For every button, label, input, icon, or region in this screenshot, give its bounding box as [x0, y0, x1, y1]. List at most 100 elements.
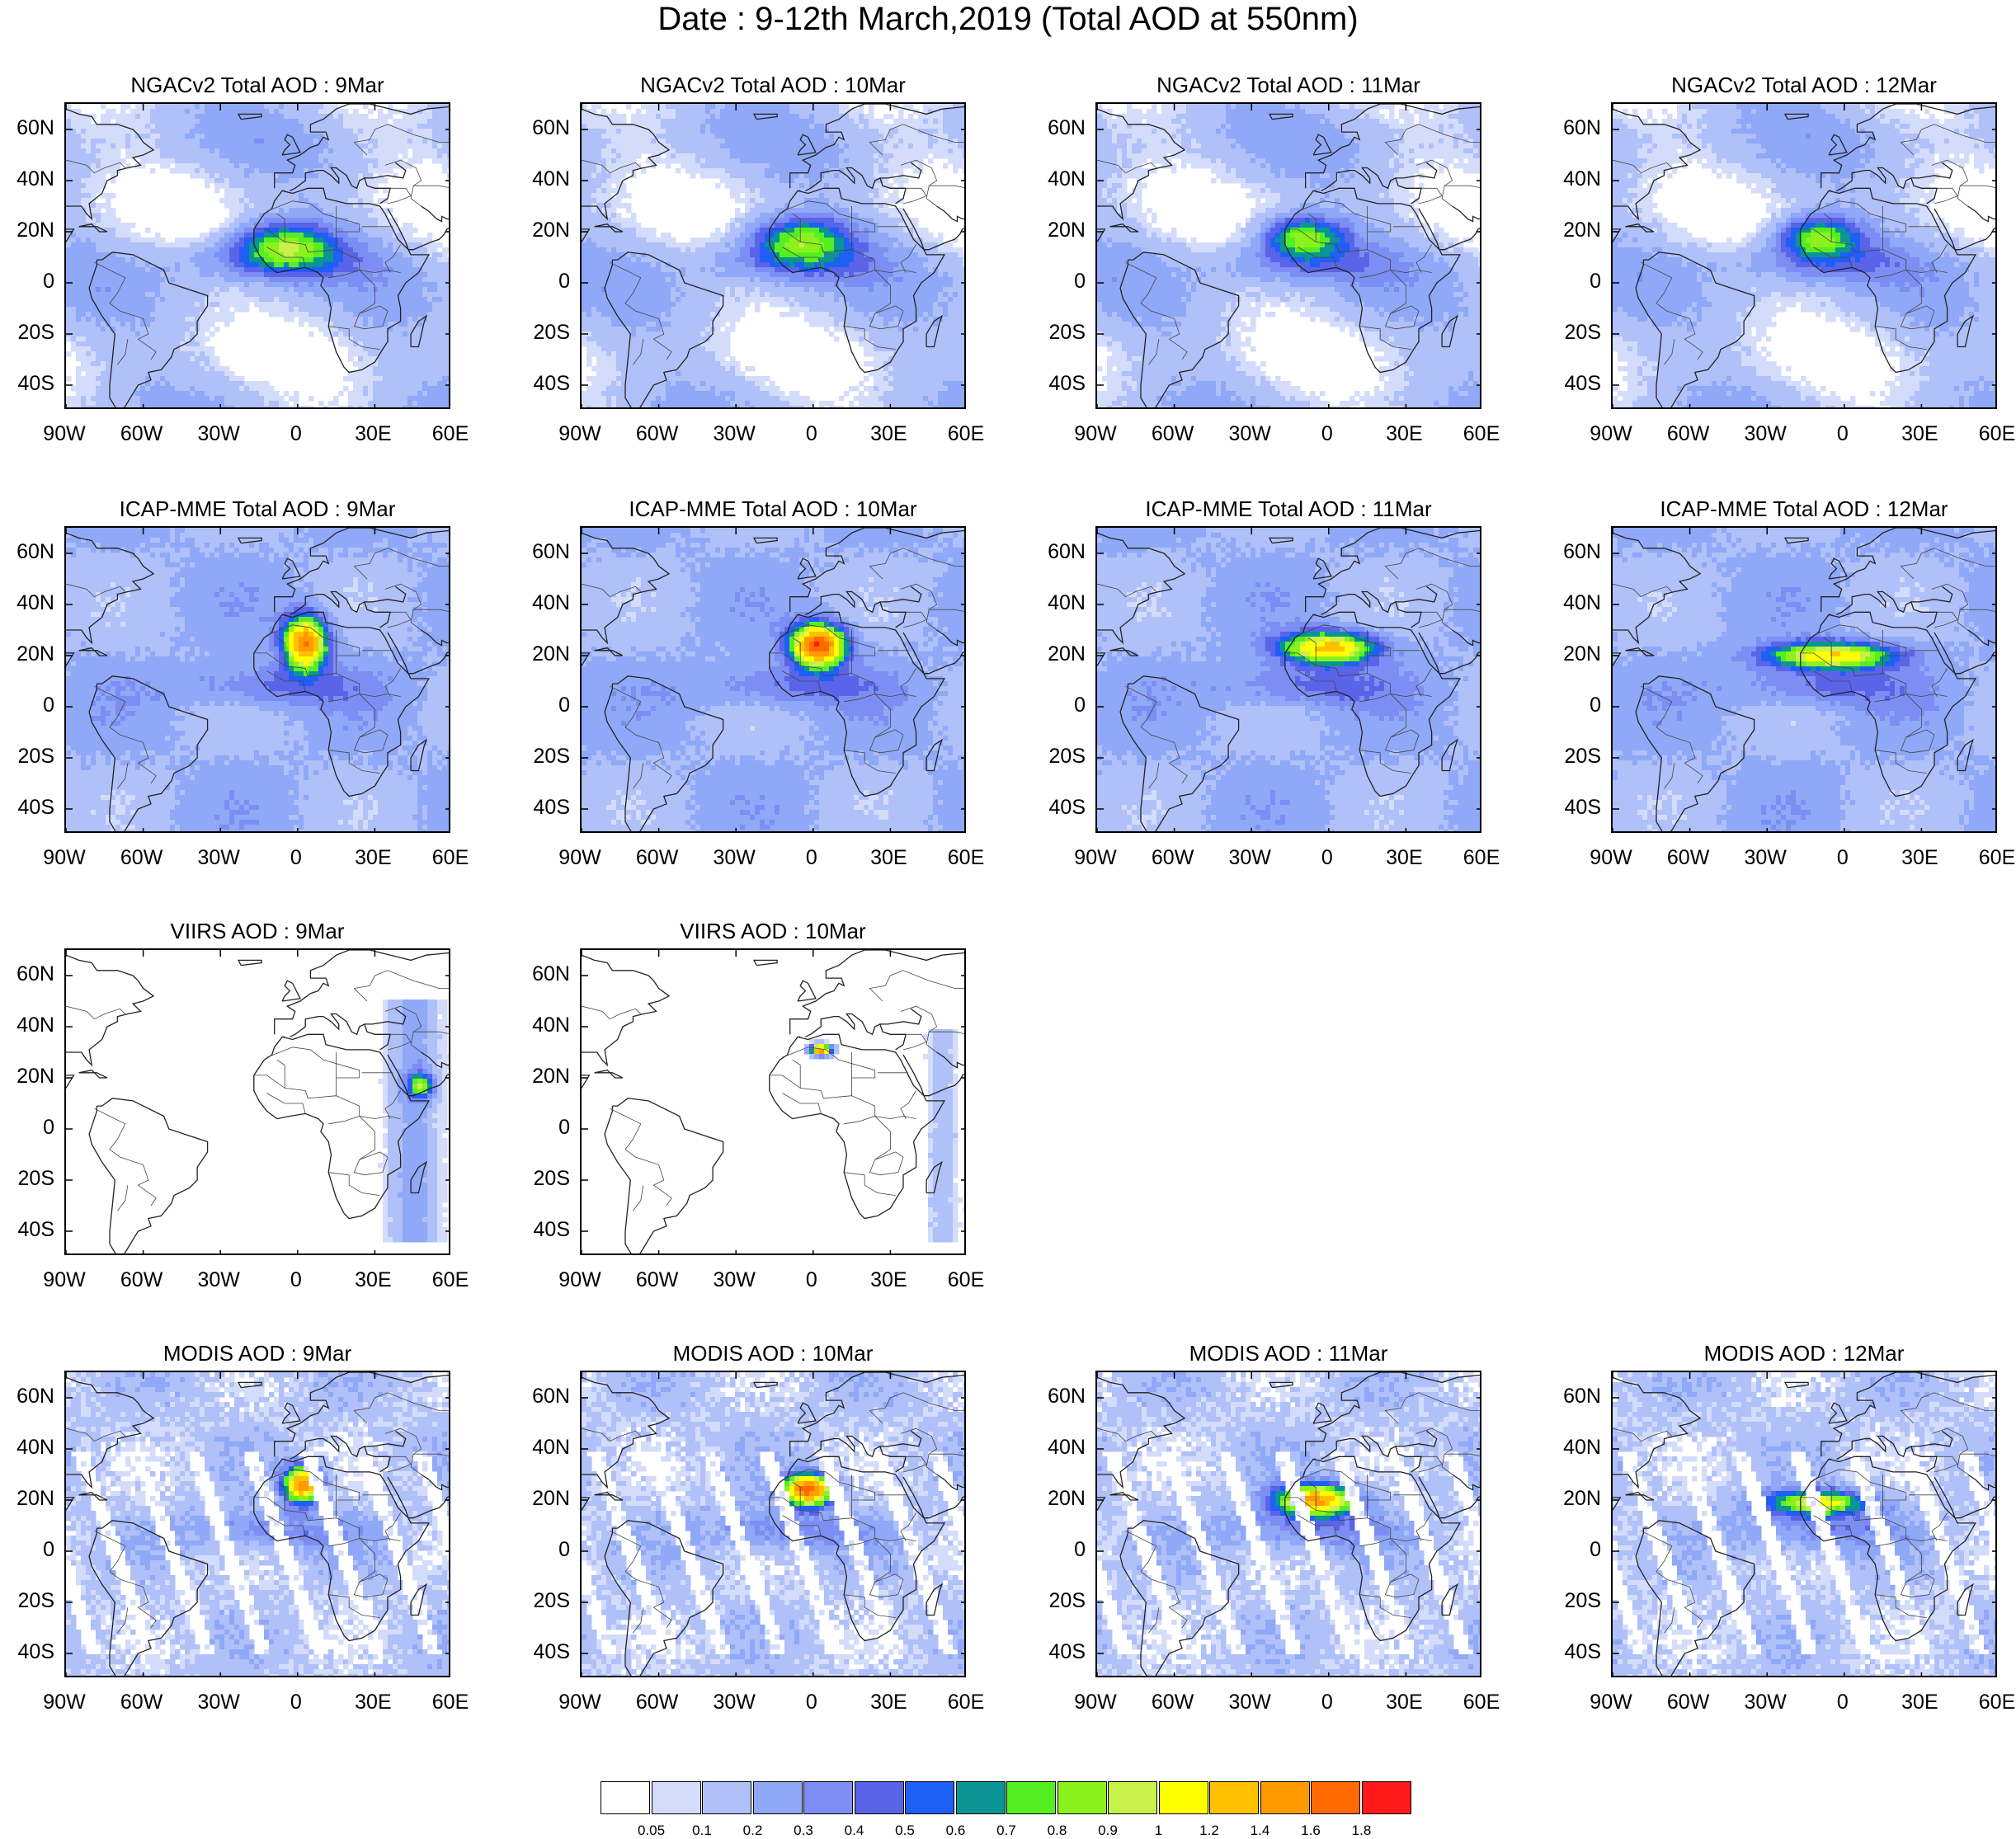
- y-tick-label: 0: [558, 694, 570, 716]
- x-tick-label: 0: [806, 1269, 817, 1291]
- y-tick-label: 20S: [1049, 322, 1086, 343]
- aod-map: [1095, 102, 1481, 409]
- panel-title: MODIS AOD : 11Mar: [1046, 1341, 1531, 1366]
- y-tick-label: 0: [43, 1117, 54, 1138]
- y-tick-label: 40S: [18, 373, 54, 394]
- panel-title: NGACv2 Total AOD : 9Mar: [15, 73, 500, 97]
- y-tick-label: 20S: [1049, 745, 1086, 767]
- y-tick-label: 0: [1590, 694, 1601, 716]
- y-tick-label: 0: [1590, 1539, 1601, 1560]
- y-tick-label: 40N: [532, 168, 570, 190]
- colorbar-label: 0.8: [1048, 1823, 1067, 1839]
- y-tick-label: 60N: [1048, 1385, 1086, 1407]
- y-tick-label: 20N: [16, 219, 54, 241]
- x-tick-label: 30E: [1901, 847, 1938, 868]
- y-tick-label: 0: [43, 694, 54, 716]
- x-tick-label: 30E: [1386, 423, 1422, 444]
- x-tick-label: 30E: [1386, 847, 1422, 868]
- x-tick-label: 60W: [1152, 423, 1194, 444]
- x-tick-label: 30W: [713, 1691, 755, 1713]
- x-tick-label: 90W: [43, 423, 85, 444]
- aod-map-svg: [1613, 528, 1997, 833]
- aod-map-svg: [1097, 104, 1481, 409]
- x-tick-label: 60W: [636, 847, 678, 868]
- x-tick-label: 90W: [43, 847, 85, 868]
- x-tick-label: 30E: [1901, 423, 1938, 444]
- aod-map-svg: [1613, 104, 1997, 409]
- aod-shading: [378, 999, 450, 1243]
- y-tick-label: 40N: [16, 592, 54, 614]
- x-tick-label: 60E: [432, 847, 469, 868]
- x-tick-label: 30W: [197, 847, 239, 868]
- colorbar-label: 0.5: [895, 1823, 915, 1839]
- x-tick-label: 60W: [1667, 847, 1709, 868]
- y-tick-label: 40S: [18, 1219, 54, 1240]
- x-tick-label: 30E: [870, 1691, 907, 1713]
- x-tick-label: 60E: [948, 1269, 984, 1291]
- y-tick-label: 20S: [534, 745, 570, 767]
- aod-shading: [1097, 528, 1481, 833]
- x-tick-label: 60E: [948, 423, 984, 444]
- colorbar-label: 0.1: [692, 1823, 712, 1839]
- aod-map-svg: [582, 1372, 966, 1677]
- y-tick-label: 20N: [16, 1065, 54, 1087]
- aod-map: [1095, 1371, 1481, 1677]
- y-tick-label: 60N: [532, 117, 570, 139]
- y-tick-label: 40N: [1563, 592, 1601, 614]
- x-tick-label: 90W: [1074, 423, 1116, 444]
- x-tick-label: 90W: [43, 1269, 85, 1291]
- x-tick-label: 30W: [1744, 847, 1786, 868]
- x-tick-label: 60E: [1979, 423, 2015, 444]
- colorbar-swatch: [1159, 1781, 1208, 1814]
- y-tick-label: 40N: [16, 168, 54, 190]
- aod-shading: [1613, 528, 1997, 833]
- x-tick-label: 0: [290, 847, 302, 868]
- aod-map-svg: [66, 1372, 450, 1677]
- x-tick-label: 30E: [1386, 1691, 1422, 1713]
- colorbar-swatch: [1260, 1781, 1310, 1814]
- x-tick-label: 60W: [120, 847, 163, 868]
- y-tick-label: 20S: [1565, 322, 1601, 343]
- y-tick-label: 40N: [532, 1014, 570, 1036]
- y-tick-label: 0: [43, 270, 54, 292]
- x-tick-label: 0: [806, 1691, 817, 1713]
- x-tick-label: 90W: [558, 423, 601, 444]
- y-tick-label: 40S: [1565, 797, 1601, 818]
- colorbar-swatch: [1311, 1781, 1360, 1814]
- x-tick-label: 30W: [197, 423, 239, 444]
- y-tick-label: 40S: [1049, 373, 1086, 394]
- y-tick-label: 60N: [1563, 1385, 1601, 1407]
- x-tick-label: 90W: [1590, 847, 1632, 868]
- x-tick-label: 60W: [636, 1691, 678, 1713]
- panel-title: NGACv2 Total AOD : 11Mar: [1046, 73, 1531, 97]
- aod-map-svg: [582, 528, 966, 833]
- colorbar-label: 0.4: [845, 1823, 864, 1839]
- y-tick-label: 20N: [1048, 219, 1086, 241]
- x-tick-label: 60W: [1152, 847, 1194, 868]
- x-tick-label: 0: [290, 423, 302, 444]
- colorbar-label: 0.3: [794, 1823, 813, 1839]
- aod-map: [64, 948, 450, 1255]
- y-tick-label: 60N: [532, 963, 570, 985]
- x-tick-label: 30W: [1228, 847, 1270, 868]
- y-tick-label: 60N: [532, 1385, 570, 1407]
- y-tick-label: 20S: [1565, 745, 1601, 767]
- y-tick-label: 20N: [532, 1488, 570, 1509]
- y-tick-label: 0: [1074, 1539, 1086, 1560]
- y-tick-label: 40S: [1049, 797, 1086, 818]
- y-tick-label: 40N: [532, 592, 570, 614]
- x-tick-label: 90W: [43, 1691, 85, 1713]
- colorbar-label: 1.4: [1251, 1823, 1270, 1839]
- y-tick-label: 60N: [16, 963, 54, 985]
- aod-map: [1611, 526, 1997, 833]
- x-tick-label: 0: [1837, 423, 1849, 444]
- panel-title: VIIRS AOD : 10Mar: [530, 919, 1015, 943]
- aod-shading: [1097, 104, 1481, 409]
- aod-shading: [1097, 1372, 1481, 1677]
